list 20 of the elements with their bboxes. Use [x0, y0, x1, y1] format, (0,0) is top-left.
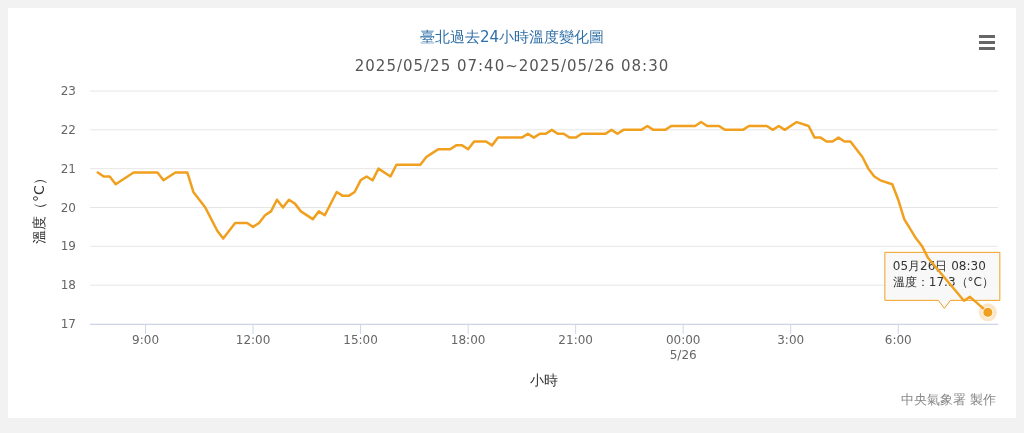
chart-title: 臺北過去24小時溫度變化圖	[419, 28, 605, 46]
text: 中央氣象署 製作	[900, 392, 996, 407]
chart-subtitle: 2025/05/25 07:40~2025/05/26 08:30	[354, 57, 670, 75]
y-tick-label: 18	[60, 278, 76, 293]
x-tick-label: 18:00	[450, 333, 486, 347]
x-tick-label: 12:00	[235, 333, 271, 347]
x-tick-label: 9:00	[132, 333, 160, 347]
x-tick-label: 3:00	[777, 333, 805, 347]
x-tick-label: 15:00	[343, 333, 378, 347]
x-tick-label: 6:00	[884, 333, 912, 347]
x-axis-title: 小時	[530, 372, 558, 388]
y-tick-label: 21	[60, 161, 76, 176]
y-tick-label: 20	[60, 200, 76, 215]
x-tick-label: 21:00	[558, 333, 593, 347]
y-tick-label: 22	[60, 122, 76, 137]
y-axis-title: 溫度（°C）	[31, 171, 47, 244]
y-tick-label: 17	[60, 317, 76, 331]
y-tick-label: 19	[60, 239, 76, 254]
y-tick-label: 23	[60, 84, 76, 98]
x-tick-label: 00:00 5/26	[665, 333, 701, 362]
